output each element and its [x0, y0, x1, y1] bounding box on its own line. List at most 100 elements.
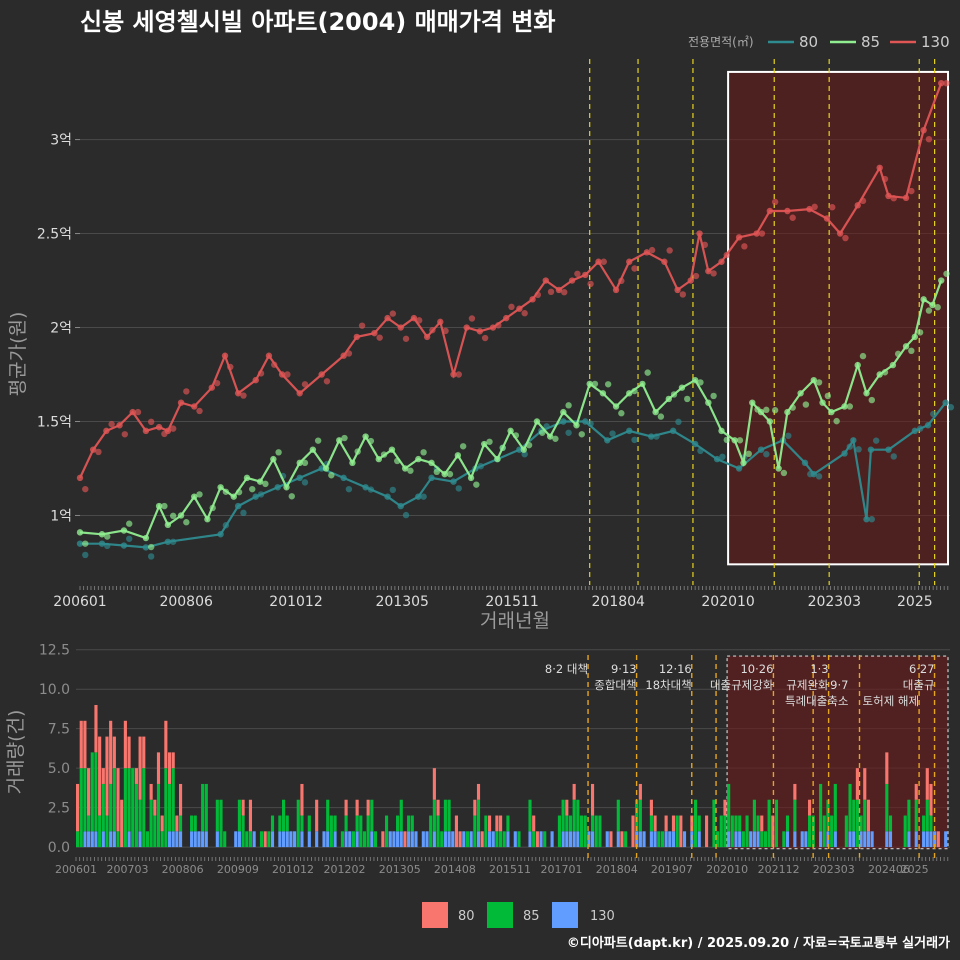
volume-bar-130 [289, 831, 293, 848]
price-point-130-23 [410, 314, 418, 322]
volume-bar-85 [259, 831, 264, 848]
volume-xtick-label-2: 200806 [162, 863, 204, 876]
volume-bar-80 [705, 815, 709, 848]
price-scatter-130-9 [196, 407, 203, 415]
volume-bar-85 [300, 815, 304, 832]
price-point-85-57 [819, 399, 826, 406]
volume-bar-80 [171, 752, 175, 769]
policy-annotation-0-0: 8·2 대책 [545, 662, 588, 676]
price-point-85-63 [889, 361, 897, 369]
volume-bar-130 [270, 831, 275, 848]
price-scatter-85-25 [433, 468, 440, 476]
volume-bar-130 [944, 831, 948, 848]
price-point-85-10 [230, 493, 237, 500]
volume-bar-85 [440, 831, 444, 848]
price-point-130-51 [806, 205, 813, 213]
price-point-85-19 [349, 459, 356, 467]
price-scatter-85-14 [288, 493, 295, 500]
price-scatter-85-65 [916, 329, 924, 336]
price-point-130-38 [612, 286, 620, 294]
price-point-80-31 [757, 446, 765, 453]
price-point-130-20 [371, 329, 378, 337]
volume-bar-80 [112, 736, 116, 769]
price-scatter-85-24 [420, 449, 427, 456]
price-ytick-label-1: 1.5억 [37, 414, 72, 430]
price-scatter-85-38 [604, 381, 612, 388]
price-scatter-85-48 [736, 437, 744, 444]
price-point-85-56 [810, 376, 817, 384]
volume-bar-85 [237, 799, 241, 832]
volume-bar-130 [94, 831, 98, 848]
volume-bar-85 [929, 815, 933, 832]
volume-bar-80 [79, 720, 83, 769]
price-scatter-130-54 [859, 197, 867, 205]
volume-bar-85 [90, 752, 94, 832]
volume-bar-80 [535, 831, 539, 848]
volume-bar-80 [929, 783, 933, 816]
volume-bar-85 [616, 799, 620, 832]
price-y-axis-title: 평균가(원) [7, 312, 29, 397]
volume-bar-85 [138, 799, 142, 832]
volume-bar-85 [241, 815, 245, 848]
price-xtick-label-6: 202010 [701, 594, 754, 610]
volume-bar-85 [925, 799, 929, 832]
price-scatter-80-11 [345, 485, 353, 493]
price-scatter-80-42 [947, 404, 955, 411]
volume-bar-80 [403, 831, 407, 848]
volume-bar-85 [499, 831, 503, 848]
price-scatter-80-27 [675, 418, 682, 426]
volume-bar-85 [885, 783, 889, 832]
price-scatter-85-61 [868, 396, 875, 404]
price-scatter-85-1 [104, 533, 111, 540]
price-scatter-85-36 [578, 431, 585, 438]
volume-bar-85 [112, 768, 116, 832]
legend-title: 전용면적(㎡) [688, 35, 754, 49]
price-scatter-85-23 [407, 467, 414, 474]
price-scatter-85-8 [209, 504, 216, 512]
price-point-130-34 [555, 286, 563, 294]
volume-bar-80 [565, 799, 569, 816]
volume-bar-130 [565, 831, 569, 848]
volume-bar-130 [90, 831, 94, 848]
policy-annotation-4-0: 1·3 [810, 662, 828, 676]
price-point-85-50 [749, 399, 756, 406]
price-scatter-85-0 [82, 540, 89, 547]
volume-bar-80 [499, 815, 503, 832]
legend-label-80: 80 [799, 33, 818, 51]
volume-xtick-label-14: 202303 [813, 863, 855, 876]
volume-bar-85 [675, 815, 679, 848]
price-scatter-85-45 [697, 379, 704, 386]
price-scatter-80-31 [763, 450, 770, 458]
volume-ytick-label-1: 2.5 [48, 801, 70, 817]
volume-ytick-label-5: 12.5 [39, 643, 70, 659]
volume-bar-80 [142, 736, 146, 769]
price-scatter-130-20 [376, 334, 383, 341]
price-scatter-80-4 [169, 538, 177, 545]
volume-bar-85 [429, 815, 433, 848]
volume-xtick-label-5: 201202 [324, 863, 366, 876]
price-point-85-53 [775, 465, 782, 472]
price-point-130-48 [753, 230, 760, 237]
price-scatter-85-15 [301, 459, 309, 467]
price-scatter-130-23 [416, 317, 423, 324]
volume-bar-80 [495, 815, 499, 832]
volume-bar-130 [421, 831, 425, 848]
volume-policy-lines [587, 655, 936, 858]
price-point-130-19 [353, 333, 361, 341]
price-point-85-52 [766, 418, 774, 425]
volume-bar-80 [480, 831, 484, 848]
volume-bar-80 [167, 752, 172, 784]
volume-bar-130 [348, 831, 352, 848]
price-scatter-85-2 [126, 520, 133, 527]
price-point-130-16 [296, 390, 303, 397]
volume-bar-80 [473, 799, 477, 816]
volume-bar-130 [190, 831, 194, 848]
volume-bar-85 [822, 815, 826, 848]
price-scatter-130-30 [508, 303, 515, 311]
price-scatter-85-12 [262, 480, 269, 488]
volume-bar-85 [767, 799, 771, 848]
volume-bar-85 [223, 831, 227, 848]
volume-bar-85 [811, 815, 815, 848]
price-point-80-40 [911, 427, 919, 435]
